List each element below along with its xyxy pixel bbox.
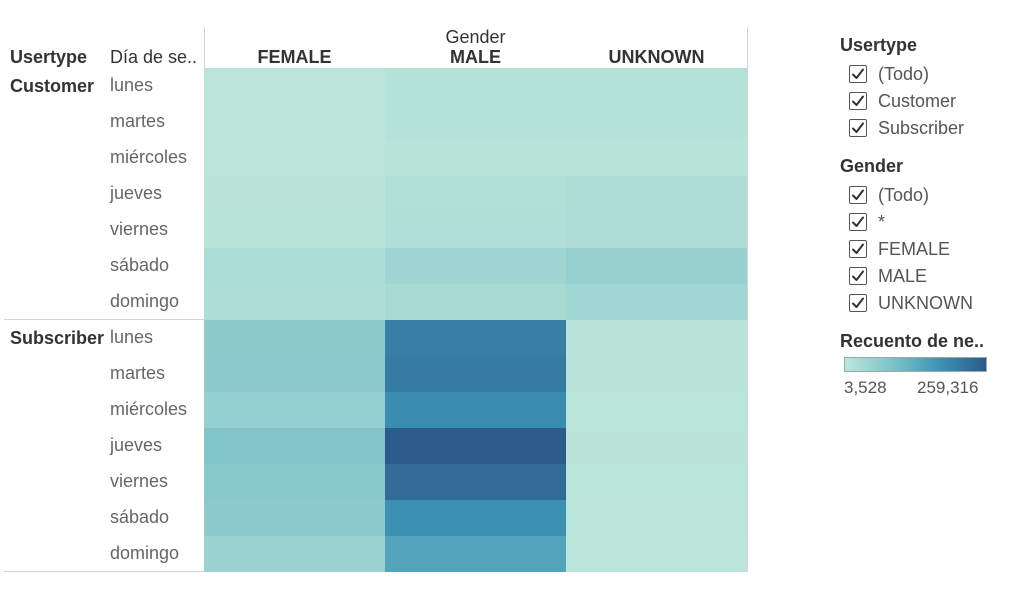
filter-option[interactable]: MALE xyxy=(849,265,927,287)
filter-option-label: Customer xyxy=(878,90,957,111)
column-header-female[interactable]: FEMALE xyxy=(257,47,332,67)
heatmap-cell[interactable] xyxy=(385,212,566,248)
checkbox-checked-icon[interactable] xyxy=(849,65,867,83)
color-ramp xyxy=(844,357,987,372)
checkbox-checked-icon[interactable] xyxy=(849,267,867,285)
row-group-subscriber[interactable]: Subscriber xyxy=(10,328,105,348)
filter-option[interactable]: (Todo) xyxy=(849,63,929,85)
filter-option[interactable]: Customer xyxy=(849,90,956,112)
filter-option[interactable]: Subscriber xyxy=(849,117,964,139)
heatmap-cell[interactable] xyxy=(566,284,747,320)
heatmap-cell[interactable] xyxy=(385,500,566,536)
day-label: lunes xyxy=(110,75,154,95)
color-legend-max: 259,316 xyxy=(917,378,979,397)
color-legend-min: 3,528 xyxy=(844,378,887,397)
heatmap-cell[interactable] xyxy=(566,248,747,284)
heatmap-cell[interactable] xyxy=(385,320,566,356)
heatmap-cell[interactable] xyxy=(204,140,385,176)
heatmap-cell[interactable] xyxy=(204,464,385,500)
day-label: sábado xyxy=(110,255,170,275)
heatmap-cell[interactable] xyxy=(566,356,747,392)
checkbox-checked-icon[interactable] xyxy=(849,240,867,258)
heatmap-cell[interactable] xyxy=(204,68,385,104)
checkbox-checked-icon[interactable] xyxy=(849,92,867,110)
day-label: sábado xyxy=(110,507,170,527)
heatmap-cell[interactable] xyxy=(204,428,385,464)
checkbox-checked-icon[interactable] xyxy=(849,213,867,231)
heatmap-cell[interactable] xyxy=(385,140,566,176)
color-legend-title: Recuento de ne.. xyxy=(840,331,985,351)
heatmap-cell[interactable] xyxy=(204,284,385,320)
heatmap-cell[interactable] xyxy=(204,392,385,428)
column-group-title[interactable]: Gender xyxy=(445,27,506,47)
filter-option-label: UNKNOWN xyxy=(878,292,973,313)
filter-option[interactable]: (Todo) xyxy=(849,184,929,206)
header-divider-right xyxy=(747,27,748,572)
day-label: lunes xyxy=(110,327,154,347)
heatmap-cell[interactable] xyxy=(566,392,747,428)
filter-option-label: FEMALE xyxy=(878,238,951,259)
heatmap-cell[interactable] xyxy=(204,356,385,392)
column-header-male[interactable]: MALE xyxy=(450,47,501,67)
day-label: viernes xyxy=(110,471,169,491)
heatmap-cell[interactable] xyxy=(385,356,566,392)
day-label: miércoles xyxy=(110,399,188,419)
heatmap-cell[interactable] xyxy=(204,500,385,536)
filter-title-usertype: Usertype xyxy=(840,35,918,55)
heatmap-cell[interactable] xyxy=(204,176,385,212)
heatmap-cell[interactable] xyxy=(566,320,747,356)
column-header-unknown[interactable]: UNKNOWN xyxy=(608,47,705,67)
heatmap-cell[interactable] xyxy=(566,212,747,248)
heatmap-cell[interactable] xyxy=(385,428,566,464)
heatmap-cell[interactable] xyxy=(566,536,747,572)
day-label: martes xyxy=(110,363,166,383)
heatmap-cell[interactable] xyxy=(385,176,566,212)
day-label: domingo xyxy=(110,291,180,311)
filter-option[interactable]: FEMALE xyxy=(849,238,950,260)
heatmap-cell[interactable] xyxy=(385,104,566,140)
heatmap-cell[interactable] xyxy=(385,248,566,284)
heatmap-cell[interactable] xyxy=(566,104,747,140)
heatmap-cell[interactable] xyxy=(566,428,747,464)
filter-option-label: (Todo) xyxy=(878,184,930,205)
heatmap-cell[interactable] xyxy=(204,320,385,356)
heatmap-cell[interactable] xyxy=(385,284,566,320)
heatmap-cell[interactable] xyxy=(566,68,747,104)
heatmap-cell[interactable] xyxy=(204,104,385,140)
row-header-usertype[interactable]: Usertype xyxy=(10,47,88,67)
day-label: domingo xyxy=(110,543,180,563)
heatmap-cell[interactable] xyxy=(566,464,747,500)
heatmap-cell[interactable] xyxy=(385,68,566,104)
heatmap-cell[interactable] xyxy=(385,464,566,500)
day-label: jueves xyxy=(110,183,163,203)
heatmap-cell[interactable] xyxy=(385,392,566,428)
checkbox-checked-icon[interactable] xyxy=(849,119,867,137)
day-label: martes xyxy=(110,111,166,131)
heatmap-cell[interactable] xyxy=(566,500,747,536)
heatmap-cell[interactable] xyxy=(204,536,385,572)
checkbox-checked-icon[interactable] xyxy=(849,294,867,312)
checkbox-checked-icon[interactable] xyxy=(849,186,867,204)
filter-option[interactable]: * xyxy=(849,211,885,233)
heatmap-cell[interactable] xyxy=(566,140,747,176)
filter-option-label: * xyxy=(878,211,886,232)
row-header-day[interactable]: Día de se.. xyxy=(110,47,198,67)
group-divider xyxy=(4,319,204,320)
row-group-customer[interactable]: Customer xyxy=(10,76,95,96)
filter-option-label: (Todo) xyxy=(878,63,930,84)
heatmap-cell[interactable] xyxy=(204,212,385,248)
heatmap-cell[interactable] xyxy=(385,536,566,572)
day-label: jueves xyxy=(110,435,163,455)
day-label: viernes xyxy=(110,219,169,239)
heatmap-cell[interactable] xyxy=(566,176,747,212)
filter-option[interactable]: UNKNOWN xyxy=(849,292,973,314)
heatmap-cell[interactable] xyxy=(204,248,385,284)
filter-title-gender: Gender xyxy=(840,156,904,176)
day-label: miércoles xyxy=(110,147,188,167)
filter-option-label: MALE xyxy=(878,265,928,286)
filter-option-label: Subscriber xyxy=(878,117,965,138)
